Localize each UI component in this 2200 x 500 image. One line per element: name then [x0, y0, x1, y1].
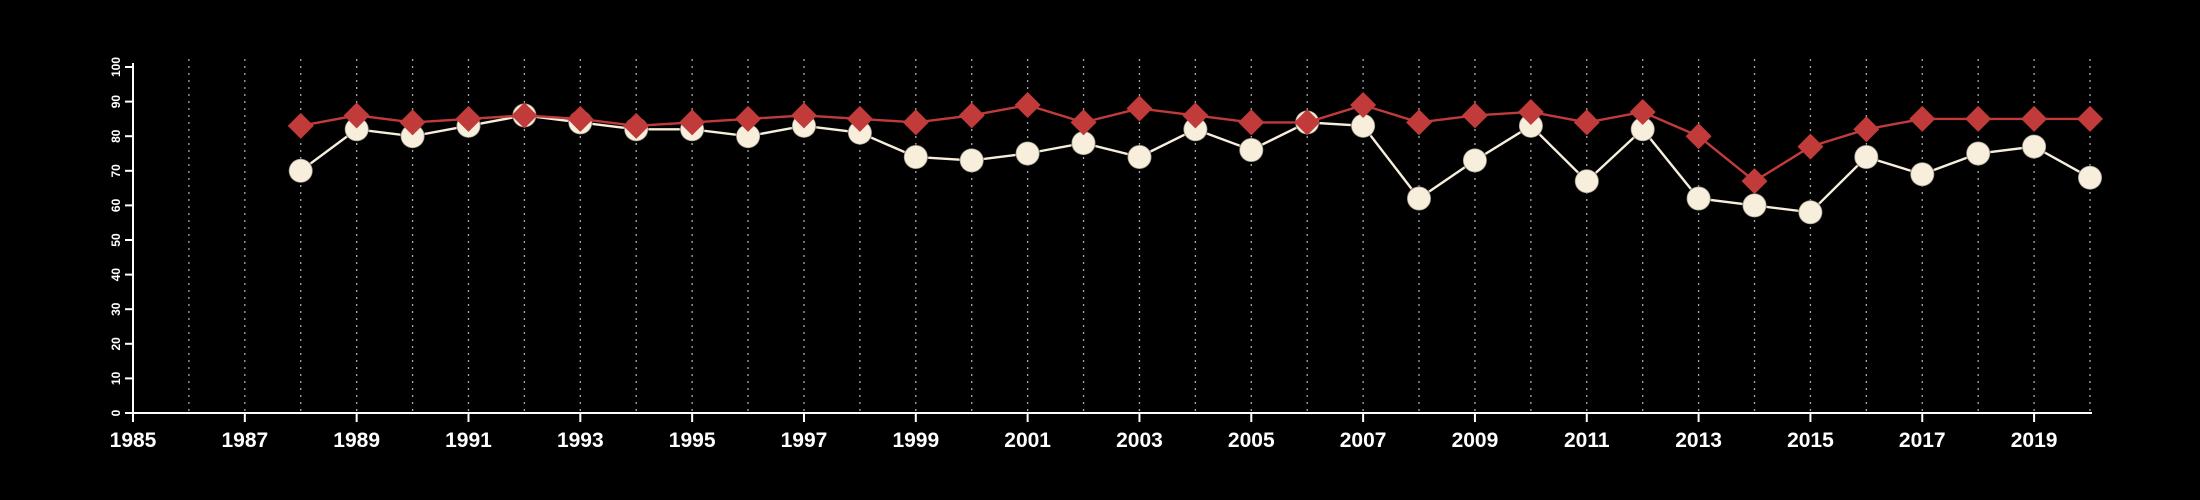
x-tick-label: 2003	[1116, 429, 1163, 452]
x-tick-label: 2001	[1004, 429, 1051, 452]
diamond-marker	[1797, 133, 1824, 160]
x-tick-label: 1991	[445, 429, 492, 452]
diamond-marker	[790, 102, 817, 129]
diamond-marker	[1517, 98, 1544, 125]
circle-marker	[1853, 144, 1880, 170]
axes: 0 10 20 30 40 50 60 70 80 90 100 1985 1987 1989 1991 19…	[109, 57, 2092, 452]
diamond-marker	[902, 109, 929, 136]
diamond-marker	[1741, 168, 1768, 195]
diamond-marker	[343, 102, 370, 129]
y-tick-label: 50	[109, 233, 123, 247]
circle-marker	[1014, 140, 1041, 167]
circle-marker	[1238, 137, 1265, 163]
diamond-marker	[1853, 116, 1880, 143]
x-tick-label: 1989	[333, 429, 380, 452]
circle-marker	[2021, 133, 2047, 160]
diamond-marker	[1909, 105, 1936, 132]
x-tick-label: 1993	[557, 429, 604, 452]
diamond-marker	[1126, 95, 1153, 122]
y-tick-label: 30	[109, 302, 123, 316]
x-tick-label: 2007	[1340, 429, 1387, 452]
circle-marker	[1965, 140, 1991, 167]
x-tick-label: 2009	[1452, 429, 1499, 452]
diamond-marker	[2021, 105, 2048, 132]
circle-marker	[2077, 164, 2103, 191]
diamond-marker	[623, 112, 650, 139]
diamond-marker	[735, 105, 762, 132]
circle-marker	[1406, 185, 1432, 212]
diamond-marker	[1182, 102, 1209, 129]
cream-circle-series	[287, 102, 2103, 226]
diamond-marker	[1573, 109, 1600, 136]
x-tick-label: 2019	[2011, 429, 2058, 452]
diamond-marker	[2077, 105, 2103, 132]
diamond-marker	[511, 102, 538, 129]
diamond-marker	[1406, 109, 1433, 136]
diamond-marker	[399, 109, 426, 136]
x-tick-label: 1987	[221, 429, 268, 452]
x-tick-label: 2017	[1899, 429, 1946, 452]
diamond-marker	[1629, 98, 1656, 125]
diamond-marker	[287, 112, 314, 139]
diamond-marker	[679, 109, 706, 136]
x-tick-label: 1997	[781, 429, 828, 452]
diamond-marker	[1014, 92, 1041, 119]
y-tick-label: 80	[109, 129, 123, 143]
circle-marker	[1574, 168, 1600, 194]
red-diamond-series	[287, 92, 2103, 195]
diamond-marker	[567, 105, 594, 132]
diamond-marker	[1461, 102, 1488, 129]
x-tick-label: 2013	[1675, 429, 1722, 452]
x-tick-label: 1985	[110, 429, 157, 452]
circle-marker	[958, 147, 985, 174]
circle-marker	[287, 158, 314, 184]
gridlines	[188, 59, 2091, 413]
y-tick-label: 100	[109, 57, 123, 77]
diamond-marker	[1294, 109, 1321, 136]
x-tick-label: 1999	[892, 429, 939, 452]
y-tick-label: 90	[109, 95, 123, 109]
circle-marker	[1797, 199, 1824, 226]
circle-marker	[1909, 161, 1936, 188]
y-tick-label: 70	[109, 164, 123, 178]
x-tick-label: 2015	[1787, 429, 1834, 452]
y-tick-label: 0	[109, 409, 123, 416]
diamond-marker	[1070, 109, 1097, 136]
circle-marker	[1741, 192, 1768, 219]
circle-marker	[1462, 147, 1488, 174]
diamond-marker	[1238, 109, 1265, 136]
y-tick-label: 20	[109, 337, 123, 351]
circle-marker	[1685, 185, 1712, 212]
x-tick-label: 2005	[1228, 429, 1275, 452]
diamond-marker	[1965, 105, 1992, 132]
x-tick-label: 1995	[669, 429, 716, 452]
y-tick-label: 10	[109, 371, 123, 385]
diamond-marker	[1350, 92, 1377, 119]
diamond-marker	[958, 102, 985, 129]
diamond-marker	[1685, 123, 1712, 150]
diamond-marker	[846, 105, 873, 132]
y-tick-label: 60	[109, 198, 123, 212]
diamond-marker	[455, 105, 482, 132]
x-tick-label: 2011	[1564, 429, 1610, 452]
circle-marker	[1126, 144, 1153, 170]
circle-marker	[903, 144, 929, 170]
y-tick-label: 40	[109, 268, 123, 282]
